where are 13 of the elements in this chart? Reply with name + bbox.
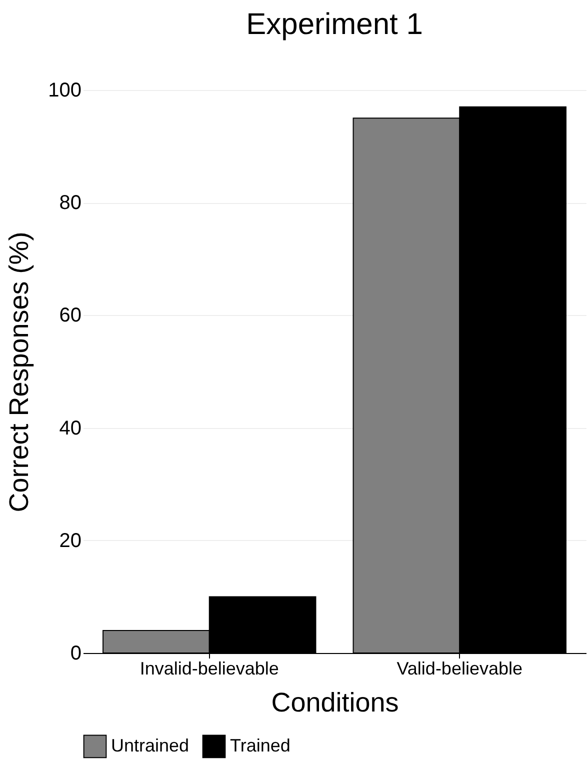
y-tick-label: 100 — [48, 80, 82, 102]
x-tick-label: Valid-believable — [396, 658, 522, 678]
x-axis-title: Conditions — [271, 688, 399, 718]
y-tick-label: 80 — [59, 192, 82, 214]
x-tick-label: Invalid-believable — [140, 658, 279, 678]
y-tick-label: 40 — [59, 417, 82, 440]
legend-label: Untrained — [111, 735, 190, 756]
chart-title: Experiment 1 — [246, 8, 423, 41]
y-axis-title: Correct Responses (%) — [4, 232, 34, 512]
y-tick-label: 60 — [59, 304, 82, 327]
y-tick-label: 20 — [59, 530, 82, 552]
legend-label: Trained — [230, 735, 290, 756]
y-tick-label: 0 — [70, 642, 82, 664]
